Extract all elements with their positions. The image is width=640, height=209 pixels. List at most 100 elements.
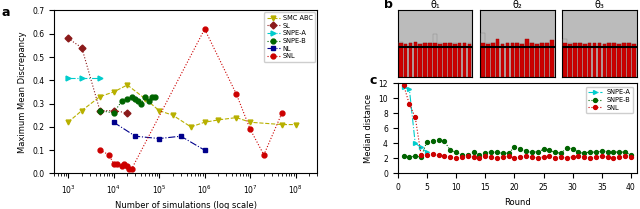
Bar <box>443 44 447 47</box>
Text: b: b <box>384 0 393 11</box>
Bar <box>627 47 631 77</box>
SNL <box>499 156 506 158</box>
SNL <box>476 157 483 159</box>
SNL <box>598 155 605 157</box>
Bar <box>535 44 539 47</box>
SNL <box>417 153 425 156</box>
Line: SNPE-B: SNPE-B <box>97 94 157 115</box>
Bar <box>409 47 412 77</box>
SNPE-B <box>534 150 541 153</box>
Bar <box>433 34 437 47</box>
SNPE-B <box>551 151 559 154</box>
SNPE-B <box>435 139 442 142</box>
Bar <box>632 44 636 47</box>
SMC ABC <box>246 121 254 124</box>
SNPE-B <box>134 100 142 103</box>
Bar <box>535 47 539 77</box>
Title: θ₂: θ₂ <box>513 0 522 10</box>
SNL <box>435 154 442 157</box>
SNPE-B <box>128 95 136 98</box>
SNPE-B <box>610 151 618 154</box>
Bar <box>468 47 471 77</box>
Bar <box>612 43 616 47</box>
SNL <box>627 156 635 158</box>
SL <box>124 112 131 114</box>
Bar <box>500 44 504 47</box>
SNL <box>563 157 571 159</box>
SNPE-B <box>96 109 104 112</box>
Bar <box>573 47 577 77</box>
Bar <box>598 43 602 47</box>
SNPE-A <box>417 146 425 148</box>
SNL <box>604 156 611 158</box>
SNL <box>128 168 136 170</box>
Bar <box>622 43 626 47</box>
Bar <box>491 47 495 77</box>
Bar <box>443 43 447 47</box>
Bar <box>458 43 461 47</box>
SNPE-A <box>423 151 431 154</box>
Line: SL: SL <box>66 36 130 115</box>
Bar <box>545 43 548 47</box>
Bar <box>458 47 461 77</box>
SNL <box>470 156 477 158</box>
Bar <box>540 43 543 47</box>
SNL <box>120 163 128 165</box>
SNPE-B <box>586 150 594 153</box>
SNPE-B <box>616 150 623 153</box>
SNL <box>610 157 618 159</box>
SMC ABC <box>214 119 222 121</box>
SMC ABC <box>232 116 240 119</box>
Y-axis label: Median distance: Median distance <box>364 94 373 163</box>
NL <box>110 121 118 124</box>
NL <box>156 137 163 140</box>
Bar <box>540 47 543 77</box>
Bar <box>481 47 484 77</box>
SNPE-B <box>563 147 571 149</box>
Bar <box>545 47 548 77</box>
Bar <box>632 44 636 47</box>
Bar <box>506 43 509 47</box>
Bar <box>520 44 524 47</box>
Bar <box>419 47 422 77</box>
SNPE-B <box>423 141 431 143</box>
SNPE-B <box>446 149 454 152</box>
Bar <box>578 43 582 47</box>
SNL <box>124 165 131 168</box>
Bar <box>463 43 467 47</box>
Bar <box>424 43 427 47</box>
SMC ABC <box>64 121 72 124</box>
SNL <box>260 154 268 156</box>
Line: SNPE-A: SNPE-A <box>402 85 429 154</box>
SNL <box>110 163 118 165</box>
SNL <box>580 156 588 158</box>
Bar <box>413 47 417 77</box>
Bar <box>563 47 567 77</box>
SNPE-B <box>148 95 156 98</box>
SNPE-B <box>406 156 413 158</box>
Bar <box>550 44 554 47</box>
Bar <box>568 47 572 77</box>
SNPE-B <box>499 152 506 154</box>
SNPE-B <box>137 102 145 105</box>
Bar <box>530 43 534 47</box>
SL <box>78 46 86 49</box>
Bar <box>468 43 471 47</box>
Bar <box>545 43 548 47</box>
SNL <box>246 128 254 130</box>
Bar <box>578 43 582 47</box>
SNPE-B <box>545 149 553 152</box>
SNL <box>528 156 536 158</box>
SMC ABC <box>292 123 300 126</box>
Bar <box>568 44 572 47</box>
SNL <box>423 153 431 156</box>
SNL <box>522 155 530 157</box>
SNL <box>446 156 454 158</box>
SNPE-B <box>481 152 489 154</box>
Bar <box>453 44 456 47</box>
SNPE-B <box>118 100 125 103</box>
SMC ABC <box>169 114 177 116</box>
Bar <box>515 43 519 47</box>
Legend: SMC ABC, SL, SNPE-A, SNPE-B, NL, SNL: SMC ABC, SL, SNPE-A, SNPE-B, NL, SNL <box>264 13 316 62</box>
Title: θ₃: θ₃ <box>595 0 604 10</box>
